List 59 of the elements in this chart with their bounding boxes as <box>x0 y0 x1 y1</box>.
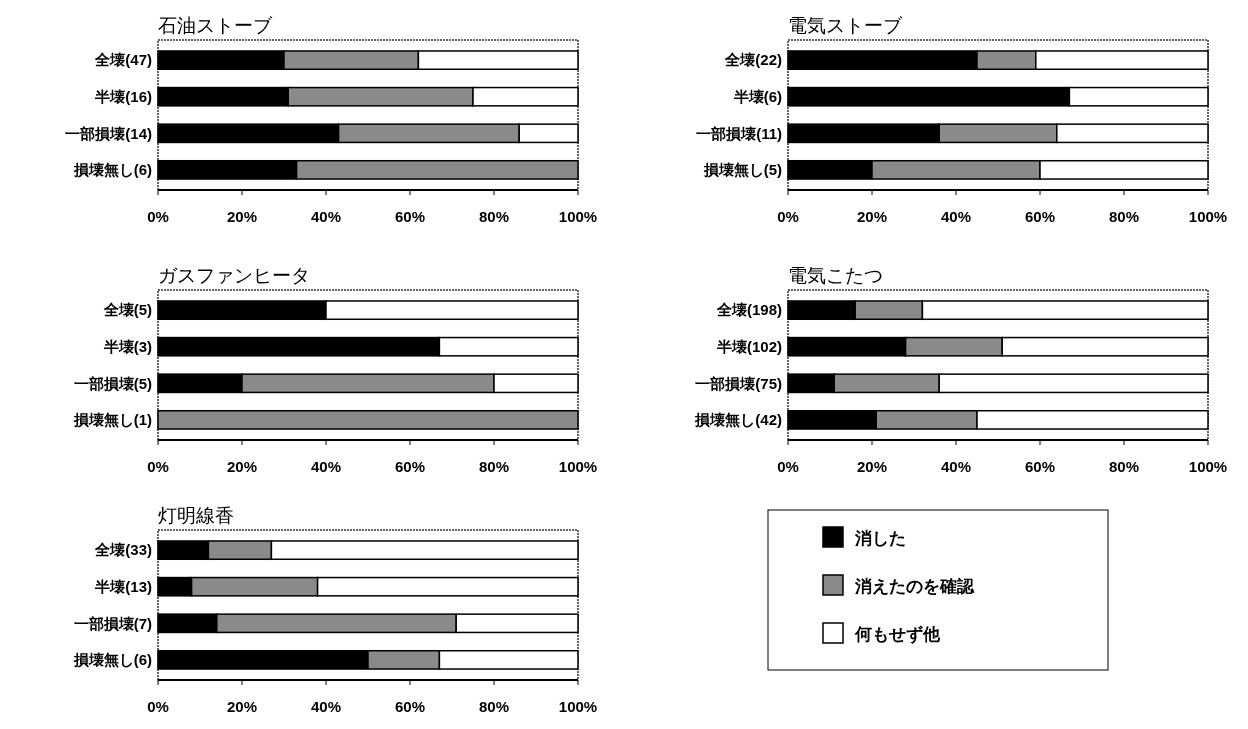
y-tick-label: 一部損壊(5) <box>73 374 152 392</box>
y-tick-label: 半壊(16) <box>94 87 152 105</box>
legend-label: 何もせず他 <box>854 624 941 644</box>
legend-label: 消えたのを確認 <box>854 576 975 596</box>
y-tick-label: 損壊無し(1) <box>72 411 152 429</box>
x-tick-label: 0% <box>147 698 169 715</box>
y-tick-label: 半壊(13) <box>94 577 152 595</box>
x-tick-label: 20% <box>226 208 258 225</box>
x-tick-label: 80% <box>478 208 510 225</box>
x-tick-label: 60% <box>1024 458 1056 475</box>
x-tick-label: 60% <box>1024 208 1056 225</box>
x-tick-label: 60% <box>394 458 426 475</box>
x-tick-label: 40% <box>310 698 342 715</box>
x-tick-label: 0% <box>777 458 799 475</box>
x-tick-label: 0% <box>777 208 799 225</box>
y-tick-label: 全壊(5) <box>102 301 152 319</box>
x-tick-label: 20% <box>226 698 258 715</box>
y-tick-label: 全壊(198) <box>715 301 782 319</box>
y-tick-label: 半壊(6) <box>732 87 782 105</box>
chart-title: ガスファンヒータ <box>158 265 310 286</box>
x-tick-label: 80% <box>1108 458 1140 475</box>
y-tick-label: 損壊無し(6) <box>72 651 152 669</box>
y-tick-label: 損壊無し(42) <box>694 411 782 429</box>
x-tick-label: 20% <box>856 208 888 225</box>
x-tick-label: 0% <box>147 208 169 225</box>
legend-label: 消した <box>854 528 906 548</box>
y-tick-label: 損壊無し(6) <box>72 161 152 179</box>
x-tick-label: 20% <box>226 458 258 475</box>
x-tick-label: 80% <box>478 458 510 475</box>
x-tick-label: 100% <box>558 208 598 225</box>
x-tick-label: 0% <box>147 458 169 475</box>
chart-title: 灯明線香 <box>158 505 234 526</box>
y-tick-label: 一部損壊(11) <box>696 124 782 142</box>
x-tick-label: 40% <box>940 458 972 475</box>
bar <box>157 409 579 430</box>
y-tick-label: 一部損壊(75) <box>695 374 782 392</box>
chart-title: 電気こたつ <box>788 265 883 286</box>
x-tick-label: 100% <box>558 698 598 715</box>
y-tick-label: 全壊(22) <box>724 51 782 69</box>
y-tick-label: 一部損壊(7) <box>73 614 152 632</box>
y-tick-label: 全壊(33) <box>94 541 152 559</box>
x-tick-label: 100% <box>558 458 598 475</box>
x-tick-label: 80% <box>1108 208 1140 225</box>
y-tick-label: 半壊(3) <box>102 337 152 355</box>
x-tick-label: 80% <box>478 698 510 715</box>
x-tick-label: 40% <box>310 458 342 475</box>
x-tick-label: 100% <box>1188 458 1228 475</box>
y-tick-label: 損壊無し(5) <box>702 161 782 179</box>
y-tick-label: 全壊(47) <box>94 51 152 69</box>
y-tick-label: 一部損壊(14) <box>65 124 152 142</box>
x-tick-label: 100% <box>1188 208 1228 225</box>
y-tick-label: 半壊(102) <box>715 337 782 355</box>
x-tick-label: 20% <box>856 458 888 475</box>
x-tick-label: 40% <box>940 208 972 225</box>
chart-title: 電気ストーブ <box>788 15 903 36</box>
x-tick-label: 60% <box>394 698 426 715</box>
x-tick-label: 40% <box>310 208 342 225</box>
x-tick-label: 60% <box>394 208 426 225</box>
chart-title: 石油ストーブ <box>158 15 273 36</box>
